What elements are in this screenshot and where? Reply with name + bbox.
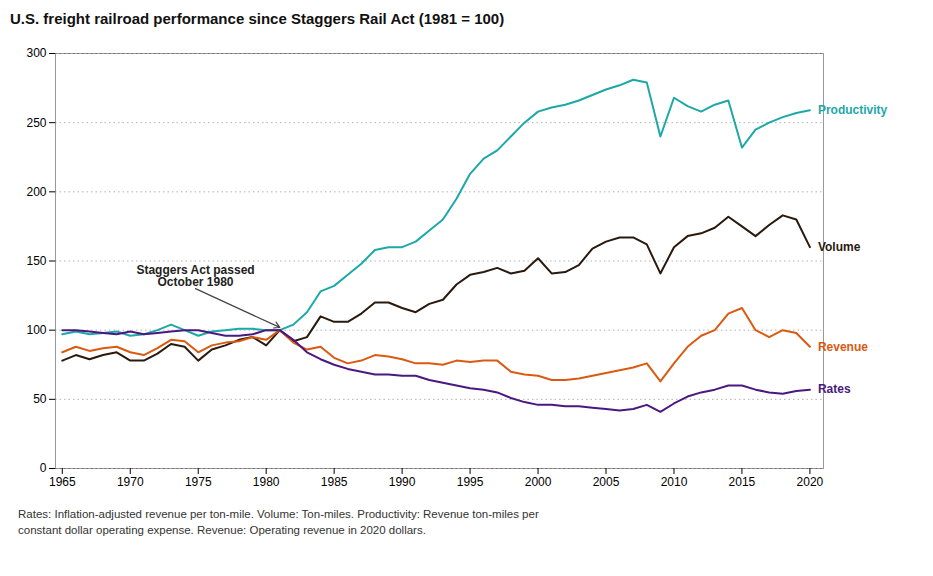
- svg-text:2005: 2005: [593, 475, 620, 489]
- svg-text:2010: 2010: [661, 475, 688, 489]
- svg-text:Rates: Rates: [818, 382, 851, 396]
- svg-text:250: 250: [26, 116, 46, 130]
- html-text:U.S. freight railroad performa: U.S. freight railroad performance since …: [10, 10, 505, 27]
- svg-text:Volume: Volume: [818, 240, 861, 254]
- svg-text:300: 300: [26, 46, 46, 60]
- svg-text:2015: 2015: [729, 475, 756, 489]
- svg-text:1995: 1995: [457, 475, 484, 489]
- svg-text:2020: 2020: [797, 475, 824, 489]
- svg-text:Revenue: Revenue: [818, 340, 868, 354]
- svg-text:200: 200: [26, 185, 46, 199]
- svg-text:1990: 1990: [389, 475, 416, 489]
- svg-text:2000: 2000: [525, 475, 552, 489]
- svg-text:Staggers Act passedOctober 198: Staggers Act passedOctober 1980: [136, 263, 254, 289]
- svg-text:150: 150: [26, 254, 46, 268]
- svg-text:1975: 1975: [185, 475, 212, 489]
- svg-text:1980: 1980: [253, 475, 280, 489]
- svg-text:50: 50: [33, 392, 47, 406]
- svg-text:0: 0: [40, 461, 47, 475]
- html-text:Rates: Inflation-adjusted reve: Rates: Inflation-adjusted revenue per to…: [18, 508, 539, 536]
- svg-text:1965: 1965: [49, 475, 76, 489]
- svg-text:100: 100: [26, 323, 46, 337]
- svg-text:1970: 1970: [117, 475, 144, 489]
- svg-text:Productivity: Productivity: [818, 103, 888, 117]
- svg-text:1985: 1985: [321, 475, 348, 489]
